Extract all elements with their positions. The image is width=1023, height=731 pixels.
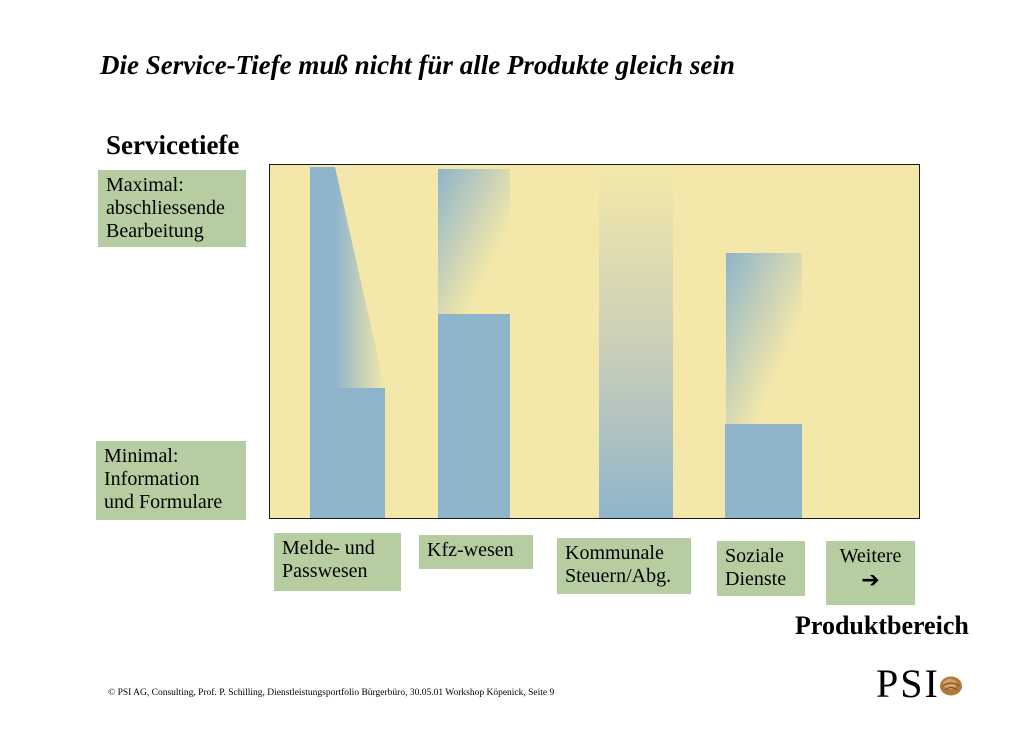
y-axis-label: Servicetiefe xyxy=(106,130,240,160)
category-kfz: Kfz-wesen xyxy=(419,535,533,569)
bar-soziale-solid xyxy=(725,424,802,518)
psi-logo: PSI xyxy=(876,661,940,706)
category-weitere: Weitere ➔ xyxy=(826,541,915,605)
chart-canvas xyxy=(310,167,802,518)
service-depth-chart xyxy=(269,164,920,519)
x-axis-label: Produktbereich xyxy=(795,611,969,640)
bar-melde-fade xyxy=(335,167,385,388)
max-level-label: Maximal: abschliessende Bearbeitung xyxy=(98,170,246,247)
bar-kfz-fade xyxy=(438,169,510,315)
bar-soziale-fade xyxy=(726,253,802,425)
bar-kommunale-fade xyxy=(599,169,673,518)
bar-kfz-solid xyxy=(438,314,510,518)
bar-melde-solid xyxy=(310,388,385,518)
min-level-label: Minimal: Information und Formulare xyxy=(96,441,246,520)
right-arrow-icon: ➔ xyxy=(861,568,880,593)
slide-title: Die Service-Tiefe muß nicht für alle Pro… xyxy=(100,50,735,80)
category-kommunale: Kommunale Steuern/Abg. xyxy=(557,538,691,594)
bar-melde-left-strip xyxy=(310,167,335,392)
walnut-icon xyxy=(940,676,962,696)
footer-copyright: © PSI AG, Consulting, Prof. P. Schilling… xyxy=(108,688,555,698)
category-melde: Melde- und Passwesen xyxy=(274,533,401,591)
category-soziale: Soziale Dienste xyxy=(717,541,805,596)
category-weitere-label: Weitere xyxy=(839,545,902,567)
